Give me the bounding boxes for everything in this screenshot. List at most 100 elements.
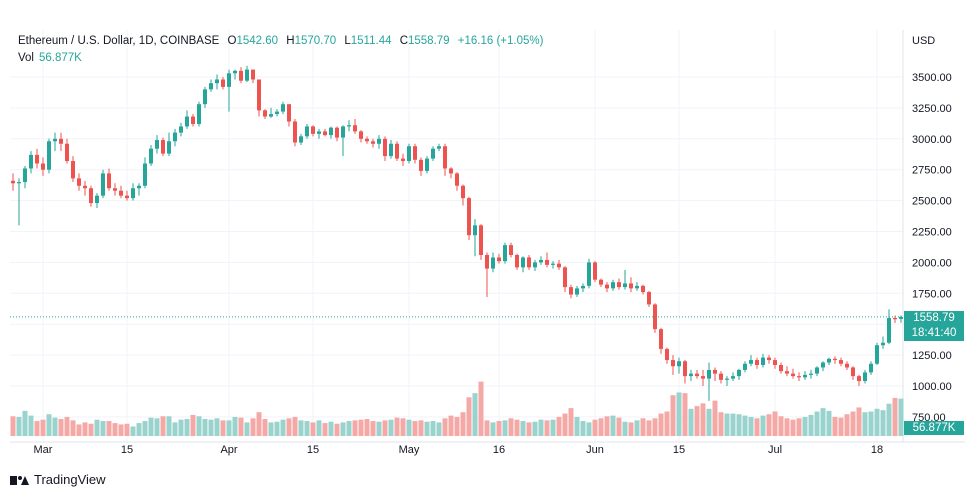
volume-bar — [736, 414, 742, 436]
candle-body — [809, 373, 813, 375]
candle-body — [641, 285, 645, 293]
candle-body — [29, 154, 33, 169]
candle-body — [443, 146, 447, 169]
volume-bar — [700, 403, 706, 436]
candle-body — [371, 141, 375, 144]
candle-body — [323, 131, 327, 136]
volume-bar — [760, 415, 766, 436]
candle-body — [173, 132, 177, 142]
volume-bar — [880, 410, 886, 436]
candle-body — [617, 282, 621, 288]
volume-tag: 56.877K — [904, 421, 964, 435]
candle-body — [881, 342, 885, 346]
volume-bar — [754, 418, 760, 436]
volume-bar — [676, 392, 682, 436]
volume-bar — [520, 421, 526, 436]
volume-bar — [616, 417, 622, 436]
volume-bar — [604, 416, 610, 436]
price-tick-label: 1000.00 — [912, 381, 952, 393]
price-tick-label: 750.00 — [912, 412, 946, 424]
volume-bar — [178, 419, 184, 436]
volume-bar — [688, 408, 694, 436]
last-price-tag: 1558.79 — [904, 311, 964, 326]
candle-body — [803, 374, 807, 378]
candle-body — [419, 159, 423, 171]
volume-bar — [610, 415, 616, 436]
volume-bar — [196, 416, 202, 436]
volume-bar — [358, 419, 364, 436]
volume-bar — [412, 421, 418, 436]
candle-body — [263, 110, 267, 117]
volume-bar — [442, 418, 448, 436]
volume-bar — [586, 422, 592, 436]
candle-body — [863, 372, 867, 382]
volume-bar — [94, 419, 100, 436]
candle-body — [137, 185, 141, 189]
candle-body — [491, 257, 495, 269]
volume-label[interactable]: Vol — [18, 52, 34, 64]
volume-bar — [190, 414, 196, 436]
volume-bar — [526, 422, 532, 436]
candle-body — [527, 257, 531, 268]
candle-body — [611, 282, 615, 289]
candle-body — [845, 363, 849, 368]
volume-bar — [670, 395, 676, 436]
volume-bar — [382, 420, 388, 436]
volume-bar — [304, 421, 310, 436]
volume-bar — [664, 411, 670, 436]
symbol-title[interactable]: Ethereum / U.S. Dollar, 1D, COINBASE — [18, 35, 220, 47]
volume-bar — [544, 420, 550, 436]
volume-bar — [514, 419, 520, 436]
candle-body — [179, 126, 183, 133]
candle-body — [821, 362, 825, 368]
candle-body — [749, 360, 753, 364]
candle-body — [677, 361, 681, 367]
volume-bar — [598, 418, 604, 436]
volume-bar — [280, 419, 286, 436]
volume-bar — [820, 408, 826, 436]
currency-unit[interactable]: USD — [912, 35, 936, 47]
candle-body — [587, 262, 591, 286]
legend-volume: Vol 56.877K — [18, 52, 87, 64]
volume-bar — [286, 418, 292, 436]
volume-bar — [502, 420, 508, 436]
candle-body — [581, 285, 585, 289]
price-tick-label: 3500.00 — [912, 72, 952, 84]
tradingview-logo[interactable]: TradingView — [10, 472, 106, 487]
volume-bar — [64, 416, 70, 436]
candle-body — [815, 367, 819, 374]
volume-bar — [82, 422, 88, 436]
candle-body — [569, 287, 573, 295]
candles — [11, 65, 903, 401]
volume-bar — [472, 393, 478, 436]
volume-bar — [136, 423, 142, 436]
volume-bar — [148, 417, 154, 436]
candle-body — [449, 168, 453, 174]
candle-body — [575, 288, 579, 295]
candle-body — [737, 369, 741, 377]
candle-body — [233, 70, 237, 74]
volume-bar — [10, 416, 16, 436]
candle-body — [281, 104, 285, 112]
candle-body — [623, 283, 627, 288]
candle-body — [305, 126, 309, 137]
volume-bar — [400, 418, 406, 436]
volume-bar — [790, 419, 796, 436]
candle-body — [797, 376, 801, 378]
volume-bar — [556, 416, 562, 436]
volume-bar — [52, 417, 58, 436]
volume-bar — [766, 414, 772, 436]
volume-bar — [622, 421, 628, 436]
candle-body — [431, 148, 435, 159]
volume-bar — [268, 422, 274, 436]
volume-bar — [100, 421, 106, 436]
time-tick-label: 15 — [307, 444, 319, 456]
change-value: +16.16 (+1.05%) — [457, 35, 544, 47]
volume-bar — [154, 418, 160, 436]
candle-body — [563, 267, 567, 288]
volume-bar — [328, 421, 334, 436]
price-tick-label: 2000.00 — [912, 257, 952, 269]
high-value: 1570.70 — [294, 35, 337, 47]
volume-bar — [394, 417, 400, 436]
